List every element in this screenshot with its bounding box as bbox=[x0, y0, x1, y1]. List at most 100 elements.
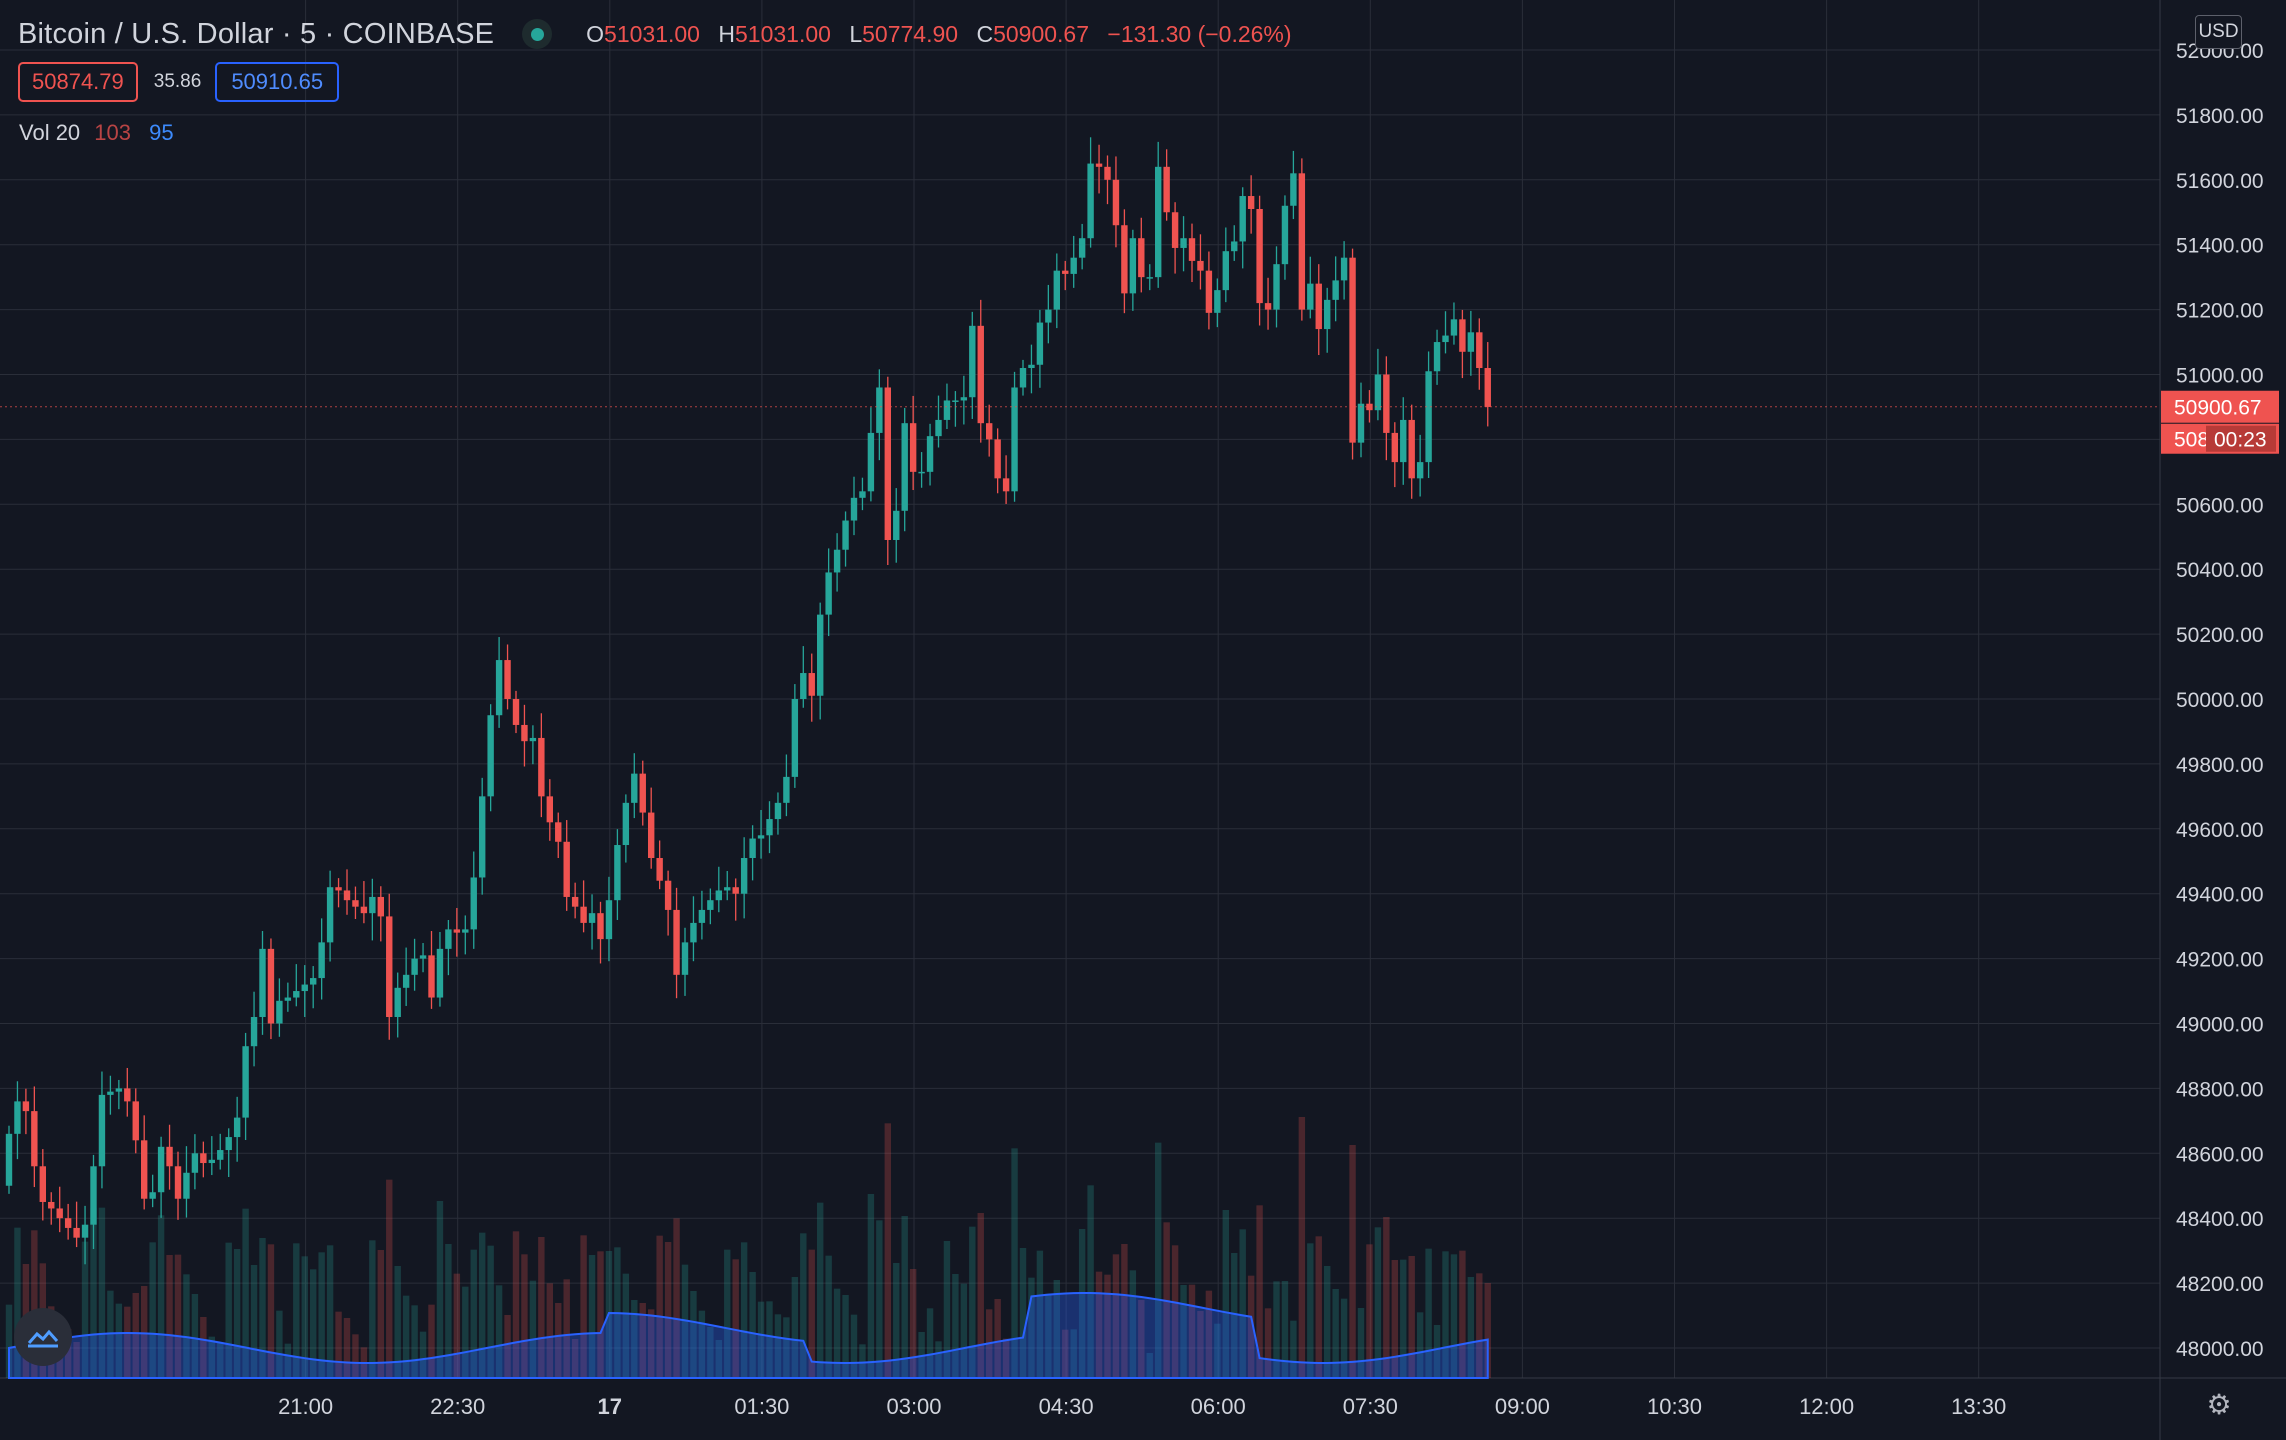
y-tick-label: 51800.00 bbox=[2176, 105, 2264, 128]
candle-body bbox=[149, 1192, 156, 1199]
open-value: 51031.00 bbox=[604, 20, 700, 47]
currency-button[interactable]: USD bbox=[2195, 15, 2242, 49]
volume-bar bbox=[1391, 1260, 1398, 1378]
candle-body bbox=[504, 660, 511, 699]
candle-body bbox=[614, 845, 621, 901]
candle-body bbox=[191, 1153, 199, 1173]
candle-body bbox=[1036, 322, 1044, 365]
volume-bar bbox=[580, 1235, 587, 1378]
sell-price-button[interactable]: 50874.79 bbox=[18, 62, 138, 102]
candle-body bbox=[250, 1017, 258, 1047]
volume-bar bbox=[960, 1283, 968, 1378]
candle-body bbox=[31, 1111, 38, 1167]
candle-body bbox=[267, 948, 275, 1024]
volume-bar bbox=[276, 1310, 283, 1378]
volume-bar bbox=[1155, 1142, 1162, 1378]
candle-body bbox=[648, 812, 655, 859]
volume-bar bbox=[1357, 1308, 1365, 1378]
candle-body bbox=[1205, 270, 1213, 313]
candle-body bbox=[909, 423, 917, 472]
candle-body bbox=[766, 819, 773, 836]
candle-body bbox=[994, 439, 1001, 479]
market-status-icon[interactable] bbox=[522, 19, 553, 49]
volume-bar bbox=[774, 1314, 782, 1378]
candle-body bbox=[588, 913, 596, 923]
candle-body bbox=[310, 978, 317, 985]
symbol-title[interactable]: Bitcoin / U.S. Dollar · 5 · COINBASE bbox=[18, 17, 495, 50]
volume-bar bbox=[166, 1255, 173, 1378]
volume-bar bbox=[386, 1179, 393, 1378]
y-tick-label: 51400.00 bbox=[2176, 235, 2264, 258]
volume-bar bbox=[149, 1242, 156, 1378]
candle-body bbox=[343, 890, 351, 901]
volume-bar bbox=[1307, 1243, 1314, 1378]
volume-bar bbox=[369, 1240, 376, 1378]
volume-bar bbox=[1281, 1281, 1289, 1378]
candle-body bbox=[419, 955, 427, 959]
candle-body bbox=[1256, 209, 1263, 304]
volume-legend[interactable]: Vol 20 103 95 bbox=[19, 120, 174, 146]
candle-body bbox=[673, 909, 680, 975]
candle-body bbox=[1239, 196, 1246, 242]
candle-body bbox=[825, 572, 832, 615]
volume-bar bbox=[453, 1273, 461, 1378]
candle-body bbox=[977, 325, 984, 424]
candle-body bbox=[664, 880, 672, 910]
candle-body bbox=[1400, 419, 1407, 463]
candle-body bbox=[335, 887, 342, 891]
volume-bar bbox=[1450, 1254, 1458, 1378]
y-tick-label: 49000.00 bbox=[2176, 1014, 2264, 1037]
volume-bar bbox=[749, 1272, 756, 1378]
candle-body bbox=[935, 419, 942, 437]
volume-bar bbox=[766, 1301, 773, 1378]
volume-bar bbox=[1070, 1329, 1077, 1378]
volume-bar bbox=[732, 1259, 739, 1378]
candle-body bbox=[605, 900, 613, 940]
volume-bar bbox=[5, 1304, 13, 1378]
gear-icon[interactable]: ⚙ bbox=[2206, 1389, 2232, 1420]
countdown-label: 00:23 bbox=[2214, 429, 2267, 452]
volume-bar bbox=[1408, 1256, 1415, 1378]
volume-bar bbox=[909, 1269, 917, 1378]
y-tick-label: 48400.00 bbox=[2176, 1208, 2264, 1231]
candle-body bbox=[98, 1094, 106, 1167]
volume-bar bbox=[1062, 1329, 1069, 1378]
candle-body bbox=[800, 673, 807, 699]
candle-body bbox=[411, 958, 418, 975]
candle-body bbox=[884, 387, 891, 540]
candle-body bbox=[1087, 163, 1094, 239]
volume-bar bbox=[293, 1243, 300, 1378]
candle-body bbox=[1433, 342, 1441, 372]
volume-bar bbox=[1416, 1312, 1424, 1378]
candle-body bbox=[1332, 280, 1339, 300]
buy-price-button[interactable]: 50910.65 bbox=[215, 62, 340, 102]
volume-bar bbox=[1197, 1311, 1204, 1378]
candle-body bbox=[1459, 319, 1466, 352]
hidden-price-label: 508 bbox=[2174, 429, 2209, 452]
volume-bar bbox=[1180, 1285, 1187, 1378]
y-tick-label: 49800.00 bbox=[2176, 754, 2264, 777]
volume-bar bbox=[800, 1233, 807, 1378]
volume-bar bbox=[1146, 1353, 1153, 1378]
candle-body bbox=[1129, 238, 1137, 294]
candle-body bbox=[1222, 251, 1229, 291]
candle-body bbox=[1476, 332, 1483, 369]
x-tick-label: 07:30 bbox=[1343, 1394, 1398, 1419]
candle-body bbox=[132, 1101, 139, 1141]
bid-ask-row: 50874.79 35.86 50910.65 bbox=[18, 62, 340, 102]
candle-body bbox=[81, 1224, 89, 1238]
volume-bar bbox=[98, 1207, 106, 1378]
volume-bar bbox=[757, 1301, 765, 1378]
volume-bar bbox=[1002, 1338, 1010, 1378]
volume-bar bbox=[715, 1340, 722, 1378]
volume-bar bbox=[876, 1220, 883, 1378]
candle-body bbox=[1450, 319, 1458, 336]
y-tick-label: 49600.00 bbox=[2176, 819, 2264, 842]
tradingview-cloud-icon[interactable] bbox=[14, 1308, 72, 1366]
volume-bar bbox=[1104, 1274, 1111, 1378]
y-tick-label: 48800.00 bbox=[2176, 1078, 2264, 1101]
x-tick-label: 09:00 bbox=[1495, 1394, 1550, 1419]
candle-body bbox=[301, 984, 308, 992]
